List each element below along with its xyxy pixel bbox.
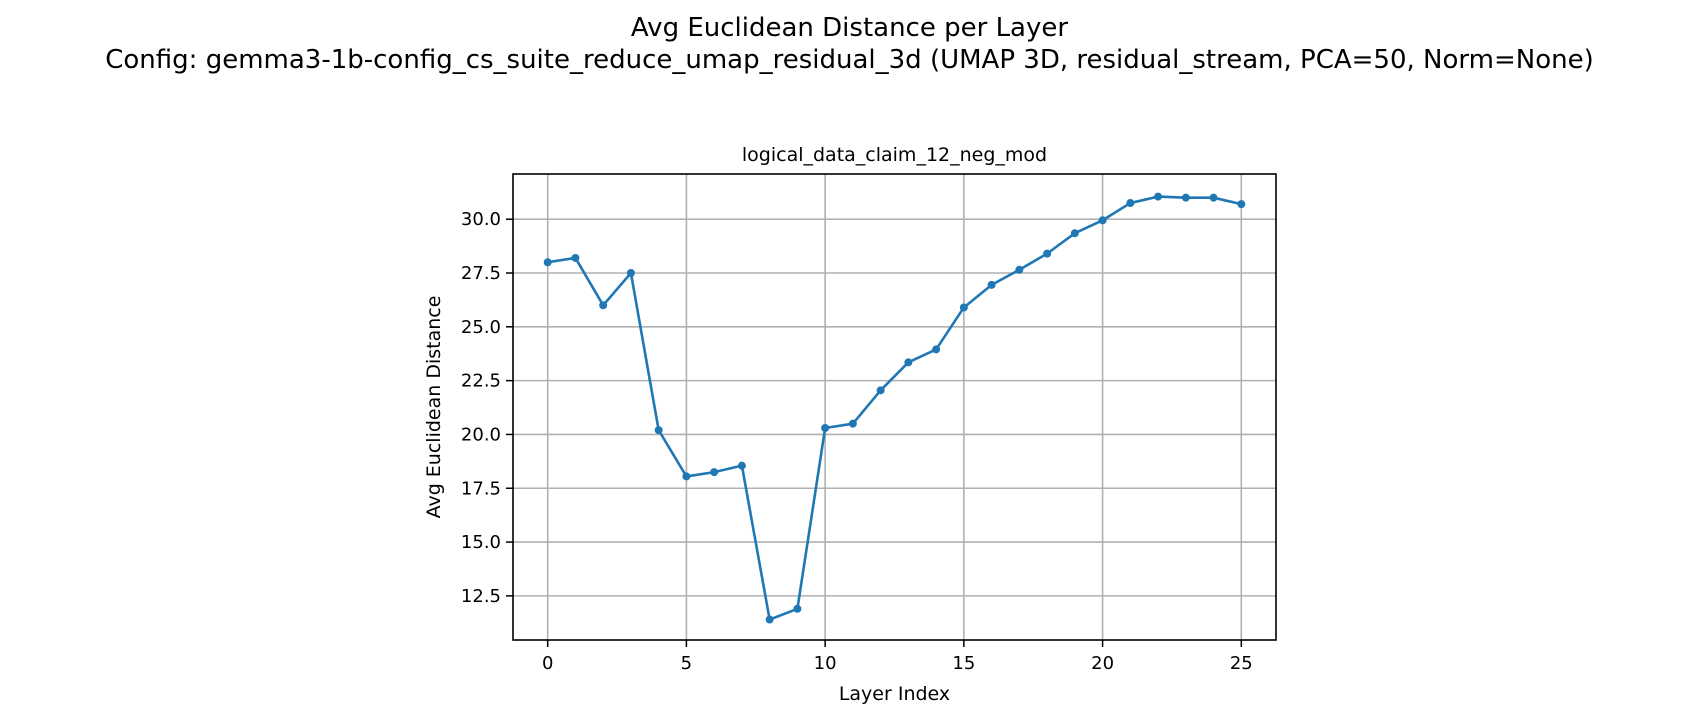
x-tick-label: 10 <box>814 653 837 674</box>
data-point <box>1098 216 1107 225</box>
y-tick-label: 15.0 <box>461 532 501 553</box>
data-point <box>737 461 746 470</box>
series-line <box>546 195 1243 621</box>
series-line-group <box>546 195 1243 621</box>
y-tick-label: 25.0 <box>461 317 501 338</box>
data-point-group <box>543 192 1246 624</box>
data-point <box>1209 193 1218 202</box>
data-point <box>1043 249 1052 258</box>
grid <box>513 174 1276 640</box>
data-point <box>987 280 996 289</box>
y-tick-label: 22.5 <box>461 371 501 392</box>
x-tick-label: 20 <box>1091 653 1114 674</box>
suptitle-line-1: Avg Euclidean Distance per Layer <box>631 13 1068 43</box>
x-axis-label: Layer Index <box>839 683 950 705</box>
y-tick-label: 27.5 <box>461 263 501 284</box>
data-point <box>1015 265 1024 274</box>
y-ticks: 12.5 15.0 17.5 20.0 22.5 25.0 27.5 30.0 <box>461 209 513 607</box>
axes-frame <box>512 173 1277 641</box>
y-tick-label: 20.0 <box>461 424 501 445</box>
data-point <box>932 345 941 354</box>
y-tick-label: 17.5 <box>461 478 501 499</box>
data-point <box>1181 193 1190 202</box>
axes-title: logical_data_claim_12_neg_mod <box>742 144 1047 166</box>
y-tick-label: 12.5 <box>461 586 501 607</box>
y-tick-label: 30.0 <box>461 209 501 230</box>
data-point <box>571 253 580 262</box>
data-point <box>876 386 885 395</box>
data-point <box>599 301 608 310</box>
data-point <box>1154 192 1163 201</box>
x-tick-label: 15 <box>952 653 975 674</box>
data-point <box>626 269 635 278</box>
data-point <box>710 468 719 477</box>
data-point <box>848 419 857 428</box>
data-point <box>959 303 968 312</box>
data-point <box>793 604 802 613</box>
data-point <box>904 358 913 367</box>
x-tick-label: 25 <box>1230 653 1253 674</box>
data-point <box>765 615 774 624</box>
data-point <box>654 426 663 435</box>
data-point <box>1070 229 1079 238</box>
data-point <box>1126 199 1135 208</box>
data-point <box>543 258 552 267</box>
data-point <box>682 472 691 481</box>
x-tick-label: 5 <box>681 653 692 674</box>
suptitle-line-2: Config: gemma3-1b-config_cs_suite_reduce… <box>105 45 1593 75</box>
data-point <box>821 423 830 432</box>
x-ticks: 0 5 10 15 20 25 <box>542 640 1253 674</box>
data-point <box>1237 200 1246 209</box>
y-axis-label: Avg Euclidean Distance <box>423 296 445 519</box>
x-tick-label: 0 <box>542 653 553 674</box>
